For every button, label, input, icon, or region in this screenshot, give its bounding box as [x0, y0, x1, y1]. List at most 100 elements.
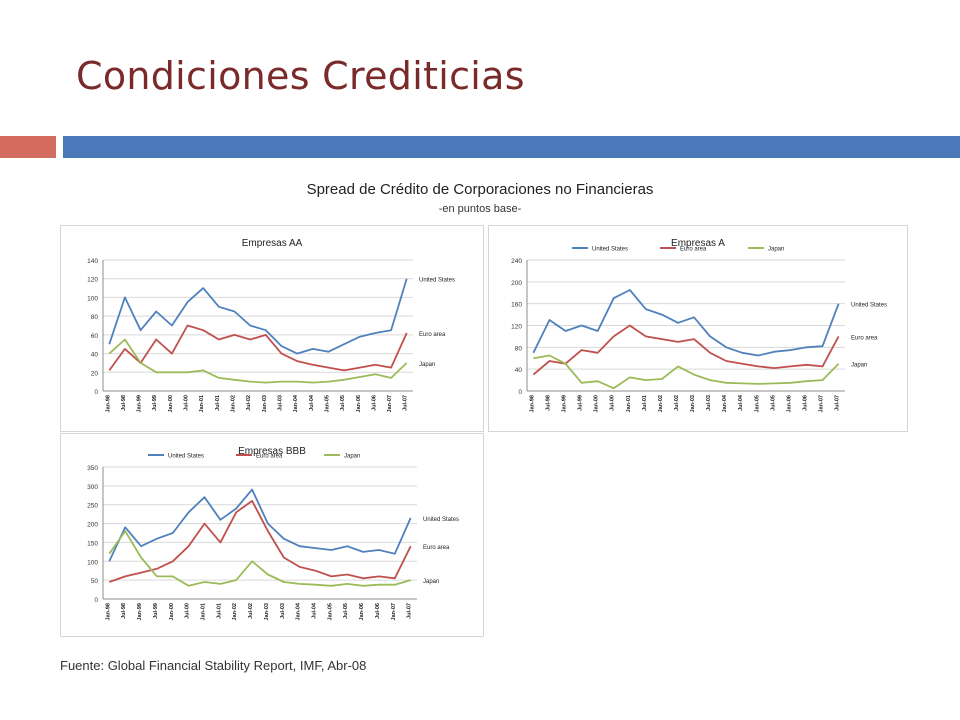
series-end-label: Japan [419, 362, 435, 368]
x-tick-label: Jul-03 [280, 603, 286, 619]
x-tick-label: Jul-01 [642, 395, 648, 411]
legend-label: United States [592, 247, 628, 253]
accent-bar-right [63, 136, 960, 158]
x-tick-label: Jul-06 [371, 395, 377, 411]
y-tick-label: 200 [511, 280, 522, 287]
y-tick-label: 120 [87, 277, 98, 284]
x-tick-label: Jul-99 [152, 395, 158, 411]
y-tick-label: 40 [515, 367, 523, 374]
x-tick-label: Jul-00 [185, 603, 191, 619]
legend-label: United States [168, 454, 204, 460]
x-tick-label: Jan-01 [626, 395, 632, 412]
x-tick-label: Jul-02 [248, 603, 254, 619]
y-tick-label: 350 [87, 465, 98, 472]
legend-label: Euro area [256, 454, 283, 460]
x-tick-label: Jul-03 [706, 395, 712, 411]
x-tick-label: Jul-04 [309, 394, 315, 411]
x-tick-label: Jan-99 [137, 395, 143, 412]
x-tick-label: Jul-07 [835, 395, 841, 411]
chart-a: Empresas A 0 40 80 120 160 200 240 Jan-98 Jul-98 J… [511, 238, 887, 412]
x-tick-label: Jan-03 [690, 395, 696, 412]
x-tick-label: Jul-00 [184, 395, 190, 411]
chart-title: Empresas A [671, 238, 725, 249]
x-tick-label: Jan-00 [168, 395, 174, 412]
x-tick-label: Jan-01 [200, 603, 206, 620]
x-tick-label: Jul-07 [403, 395, 409, 411]
y-tick-label: 40 [91, 352, 99, 359]
x-tick-label: Jan-06 [359, 603, 365, 620]
x-tick-label: Jul-05 [770, 395, 776, 411]
legend-label: Japan [768, 247, 784, 253]
x-tick-label: Jan-98 [105, 603, 111, 620]
x-tick-label: Jul-01 [216, 603, 222, 619]
x-tick-label: Jan-01 [199, 395, 205, 412]
y-tick-label: 80 [91, 314, 99, 321]
x-tick-label: Jul-04 [738, 394, 744, 411]
x-tick-label: Jan-02 [231, 395, 237, 412]
x-tick-label: Jul-05 [343, 603, 349, 619]
x-tick-label: Jul-99 [578, 395, 584, 411]
source-note: Fuente: Global Financial Stability Repor… [60, 658, 367, 673]
x-tick-label: Jul-06 [375, 603, 381, 619]
series-line-united-states [108, 488, 412, 562]
figure-subtitle: -en puntos base- [438, 203, 522, 215]
x-tick-label: Jul-99 [153, 603, 159, 619]
y-tick-label: 150 [87, 540, 98, 547]
slide-title: Condiciones Crediticias [76, 54, 525, 98]
series-line-japan [533, 354, 840, 390]
series-end-label: Japan [851, 363, 867, 369]
chart-panel-aa: Empresas AA 0 20 40 60 80 100 120 140 Jan-98 Jul-9… [60, 225, 484, 432]
x-tick-label: Jan-06 [786, 395, 792, 412]
chart-bbb: Empresas BBB 0 50 100 150 200 250 300 350 Jan-98 J… [87, 446, 459, 620]
x-tick-label: Jul-98 [545, 395, 551, 411]
y-tick-label: 20 [91, 370, 99, 377]
x-tick-label: Jan-02 [658, 395, 664, 412]
y-tick-label: 200 [87, 522, 98, 529]
y-tick-label: 0 [518, 389, 522, 396]
x-tick-label: Jan-03 [262, 395, 268, 412]
series-line-euro-area [109, 500, 412, 583]
y-tick-label: 300 [87, 484, 98, 491]
y-tick-label: 100 [87, 295, 98, 302]
figure-title: Spread de Crédito de Corporaciones no Fi… [306, 181, 654, 198]
x-tick-label: Jul-00 [610, 395, 616, 411]
series-end-label: United States [851, 303, 887, 309]
x-tick-label: Jul-03 [277, 395, 283, 411]
x-tick-label: Jan-05 [324, 395, 330, 412]
x-tick-label: Jul-04 [312, 602, 318, 619]
chart-panel-a: Empresas A 0 40 80 120 160 200 240 Jan-98 Jul-98 J… [488, 225, 908, 432]
series-end-label: United States [423, 517, 459, 523]
x-tick-label: Jul-06 [802, 395, 808, 411]
x-tick-label: Jan-00 [169, 603, 175, 620]
x-tick-label: Jan-07 [391, 603, 397, 620]
x-tick-label: Jan-04 [722, 394, 728, 412]
y-tick-label: 60 [91, 333, 99, 340]
series-end-label: Euro area [419, 332, 446, 338]
y-tick-label: 0 [94, 389, 98, 396]
y-tick-label: 160 [511, 302, 522, 309]
series-line-japan [108, 530, 411, 587]
y-tick-label: 50 [91, 578, 99, 585]
x-tick-label: Jul-98 [121, 395, 127, 411]
y-tick-label: 120 [511, 324, 522, 331]
x-tick-label: Jan-04 [296, 602, 302, 620]
x-tick-label: Jul-02 [674, 395, 680, 411]
x-tick-label: Jul-01 [215, 395, 221, 411]
series-line-euro-area [108, 324, 408, 372]
chart-panel-bbb: Empresas BBB 0 50 100 150 200 250 300 350 Jan-98 J… [60, 433, 484, 637]
series-line-euro-area [532, 324, 840, 376]
series-line-japan [108, 338, 408, 384]
legend-label: Japan [344, 454, 360, 460]
x-tick-label: Jan-99 [562, 395, 568, 412]
y-tick-label: 100 [87, 559, 98, 566]
y-tick-label: 240 [511, 258, 522, 265]
x-tick-label: Jan-00 [594, 395, 600, 412]
x-tick-label: Jan-05 [327, 603, 333, 620]
x-tick-label: Jul-07 [407, 603, 413, 619]
x-tick-label: Jul-98 [121, 603, 127, 619]
legend-label: Euro area [680, 247, 707, 253]
x-tick-label: Jan-05 [754, 395, 760, 412]
x-tick-label: Jan-04 [293, 394, 299, 412]
y-tick-label: 80 [515, 345, 523, 352]
x-tick-label: Jan-99 [137, 603, 143, 620]
